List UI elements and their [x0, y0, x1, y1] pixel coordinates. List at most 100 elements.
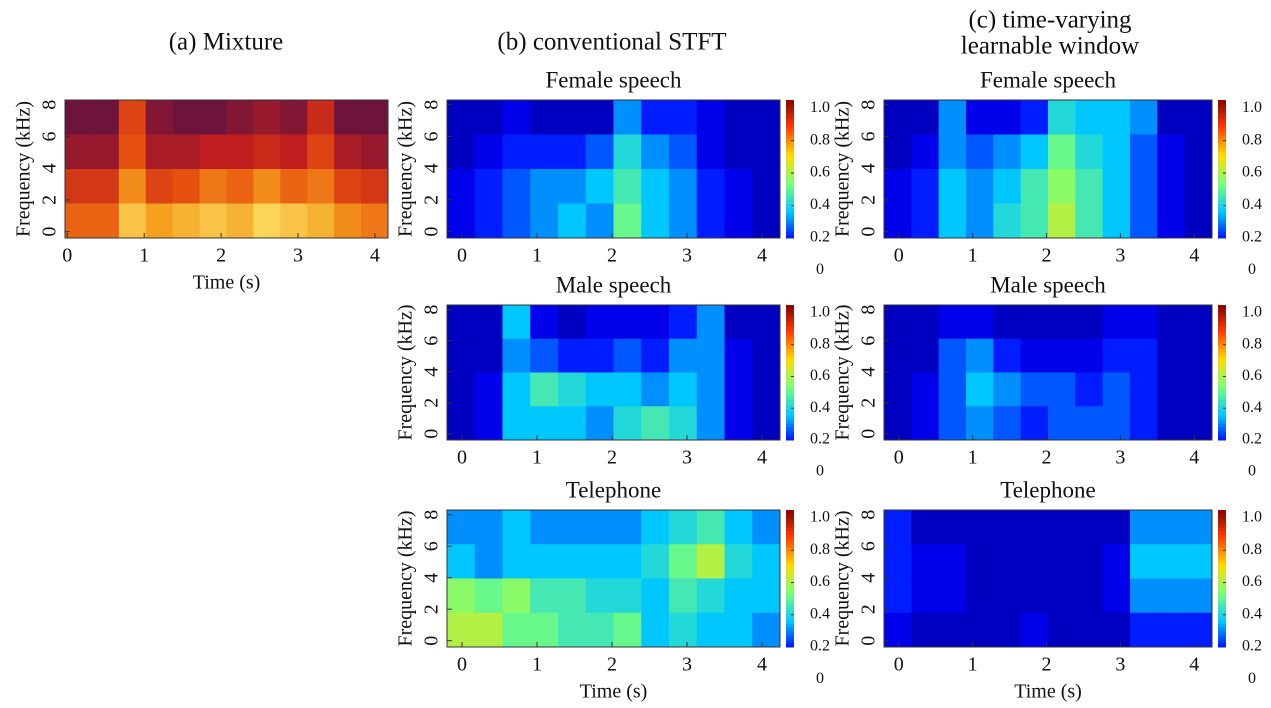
y-tick-label: 0	[858, 429, 880, 439]
heatmap-cell	[1020, 544, 1049, 579]
colorbar-step	[786, 544, 794, 549]
colorbar-step	[786, 520, 794, 525]
colorbar-step	[786, 193, 794, 198]
colorbar-tick-label: 0.8	[810, 131, 830, 148]
colorbar-step	[1218, 359, 1226, 363]
colorbar-step	[1218, 365, 1226, 370]
x-tick-label: 3	[682, 447, 692, 469]
heatmap-cell	[118, 203, 147, 239]
heatmap-cell	[1102, 169, 1131, 204]
colorbar-step	[786, 172, 794, 177]
heatmap-cell	[752, 203, 781, 239]
heatmap-cell	[172, 134, 201, 170]
colorbar-step	[1218, 568, 1226, 573]
heatmap-cell	[724, 510, 753, 545]
heatmap-cell	[91, 203, 120, 239]
heatmap-cell	[641, 100, 670, 135]
colorbar-step	[1218, 429, 1226, 434]
colorbar-tick-label: 0	[816, 261, 824, 278]
colorbar-step	[1218, 557, 1226, 562]
heatmap-cell	[447, 612, 476, 648]
heatmap-cell	[585, 372, 614, 407]
x-tick-label: 4	[1189, 245, 1199, 267]
heatmap-cell	[966, 510, 994, 545]
colorbar-step	[1218, 530, 1226, 535]
colorbar-step	[786, 305, 794, 309]
colorbar-step	[1218, 203, 1226, 208]
heatmap-cell	[558, 305, 587, 340]
heatmap-cell	[1184, 578, 1213, 614]
colorbar-step	[786, 402, 794, 407]
heatmap-cell	[502, 544, 531, 579]
heatmap-cell	[1075, 305, 1104, 340]
heatmap-cell	[1157, 578, 1186, 614]
heatmap-cell	[530, 612, 559, 648]
colorbar-step	[1218, 131, 1226, 135]
colorbar-step	[1218, 335, 1226, 340]
colorbar-step	[1218, 581, 1226, 586]
heatmap-cell	[724, 100, 753, 135]
y-axis-label: Frequency (kHz)	[395, 101, 417, 237]
heatmap-cell	[724, 338, 753, 373]
colorbar-step	[786, 382, 794, 387]
heatmap-cell	[993, 134, 1022, 170]
heatmap-cell	[613, 544, 642, 579]
colorbar-step	[786, 423, 794, 427]
colorbar-step	[1218, 305, 1226, 309]
heatmap-cell	[253, 134, 281, 170]
heatmap-cell	[1157, 372, 1186, 407]
colorbar-step	[1218, 533, 1226, 538]
colorbar-step	[1218, 231, 1226, 236]
colorbar-step	[786, 523, 794, 528]
colorbar-step	[1218, 523, 1226, 528]
colorbar-step	[786, 530, 794, 535]
colorbar-step	[786, 406, 794, 411]
heatmap-cell	[502, 305, 531, 340]
colorbar-step	[1218, 321, 1226, 326]
heatmap-cell	[1075, 372, 1104, 407]
y-tick-label: 2	[858, 604, 880, 614]
x-tick-label: 0	[894, 654, 904, 676]
y-tick-label: 8	[421, 305, 443, 315]
x-axis-label: Time (s)	[193, 272, 261, 294]
heatmap-cell	[993, 406, 1022, 441]
heatmap-cell	[447, 305, 476, 340]
colorbar-step	[786, 605, 794, 610]
colorbar-step	[786, 392, 794, 397]
heatmap-cell	[1075, 406, 1104, 441]
heatmap-cell	[613, 338, 642, 373]
heatmap-cell	[613, 612, 642, 648]
heatmap-cell	[966, 169, 994, 204]
colorbar-step	[786, 626, 794, 631]
heatmap-cell	[1020, 134, 1049, 170]
colorbar-step	[1218, 595, 1226, 600]
colorbar-step	[1218, 196, 1226, 201]
colorbar-tick-label: 0.4	[810, 605, 830, 622]
heatmap-cell	[641, 406, 670, 441]
colorbar-step	[1218, 120, 1226, 125]
x-tick-label: 2	[1042, 447, 1052, 469]
heatmap-cell	[696, 203, 725, 239]
heatmap-cell	[1184, 510, 1213, 545]
heatmap-cell	[474, 544, 503, 579]
colorbar-step	[786, 359, 794, 363]
colorbar-tick-label: 1.0	[1242, 304, 1262, 321]
y-tick-label: 2	[421, 398, 443, 408]
colorbar-step	[786, 585, 794, 590]
heatmap-cell	[253, 100, 281, 135]
heatmap-cell	[641, 134, 670, 170]
colorbar-step	[786, 203, 794, 208]
heatmap-cell	[1184, 544, 1213, 579]
heatmap-cell	[1184, 406, 1213, 441]
y-tick-label: 2	[39, 195, 61, 205]
heatmap-cell	[938, 406, 967, 441]
x-tick-label: 1	[532, 654, 542, 676]
heatmap-cell	[752, 578, 781, 614]
colorbar-step	[1218, 210, 1226, 215]
heatmap-cell	[641, 612, 670, 648]
heatmap-cell	[145, 100, 174, 135]
heatmap-cell	[502, 510, 531, 545]
colorbar-tick-label: 0.6	[810, 573, 830, 590]
heatmap-cell	[613, 578, 642, 614]
heatmap-cell	[724, 544, 753, 579]
